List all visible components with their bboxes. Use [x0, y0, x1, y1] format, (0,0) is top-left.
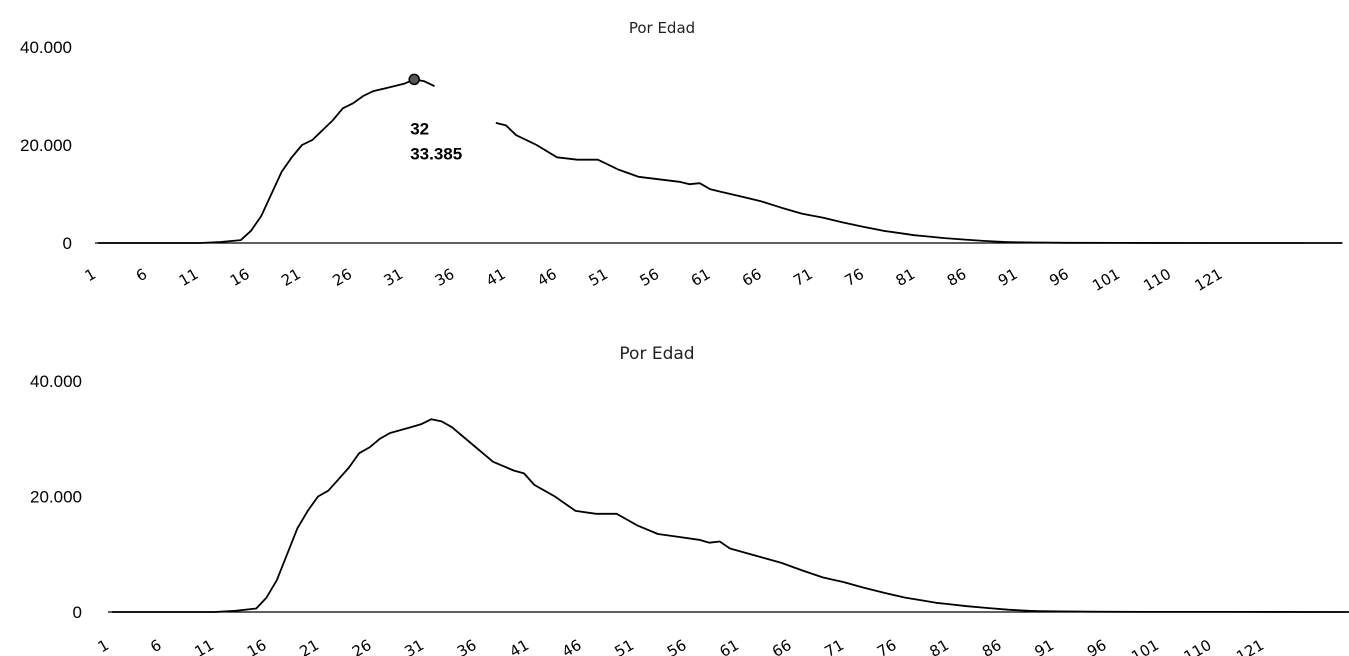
x-tick-label: 26 [349, 636, 375, 656]
x-tick-label: 66 [739, 265, 765, 290]
x-tick-label: 121 [1233, 636, 1267, 656]
series-line [495, 122, 1343, 244]
x-tick-label: 31 [381, 265, 407, 290]
x-tick-label: 81 [926, 636, 952, 656]
x-tick-label: 56 [637, 265, 663, 290]
x-tick-label: 86 [944, 265, 970, 290]
x-tick-label: 76 [841, 265, 867, 290]
x-tick-label: 21 [278, 265, 304, 290]
x-tick-label: 6 [147, 636, 164, 656]
x-tick-label: 21 [296, 636, 322, 656]
x-tick-label: 96 [1084, 636, 1110, 656]
x-tick-label: 16 [244, 636, 270, 656]
x-tick-label: 91 [995, 265, 1021, 290]
tooltip-x-value: 32 [410, 119, 429, 138]
x-tick-label: 66 [769, 636, 795, 656]
y-tick-label: 40.000 [30, 372, 82, 391]
hover-point-marker[interactable] [408, 73, 420, 86]
x-tick-label: 110 [1181, 636, 1215, 656]
x-tick-label: 91 [1031, 636, 1057, 656]
x-tick-label: 1 [95, 636, 112, 656]
x-tick-label: 76 [874, 636, 900, 656]
y-tick-label: 20.000 [30, 488, 82, 507]
chart-title: Por Edad [619, 344, 694, 364]
x-tick-label: 121 [1192, 265, 1226, 295]
x-tick-label: 1 [82, 265, 99, 285]
x-tick-label: 11 [191, 636, 217, 656]
x-tick-label: 96 [1046, 265, 1072, 290]
x-tick-label: 36 [454, 636, 480, 656]
x-tick-label: 11 [176, 265, 202, 290]
x-tick-label: 26 [329, 265, 355, 290]
x-tick-label: 71 [821, 636, 847, 656]
tooltip-y-value: 33.385 [410, 144, 462, 163]
x-tick-label: 101 [1128, 636, 1162, 656]
series-line [98, 78, 435, 244]
x-tick-label: 41 [506, 636, 532, 656]
y-tick-label: 0 [73, 603, 82, 622]
x-tick-label: 31 [401, 636, 427, 656]
y-tick-label: 0 [63, 234, 72, 253]
x-tick-label: 46 [559, 636, 585, 656]
x-tick-label: 86 [979, 636, 1005, 656]
chart-title: Por Edad [629, 19, 695, 37]
x-tick-label: 61 [688, 265, 714, 290]
x-tick-label: 71 [790, 265, 816, 290]
x-tick-label: 46 [534, 265, 560, 290]
x-tick-label: 101 [1089, 265, 1123, 295]
y-tick-label: 40.000 [20, 38, 72, 57]
x-tick-label: 81 [893, 265, 919, 290]
x-tick-label: 16 [227, 265, 253, 290]
x-tick-label: 41 [483, 265, 509, 290]
series-line [112, 418, 1349, 613]
x-tick-label: 6 [133, 265, 150, 285]
x-tick-label: 51 [585, 265, 611, 290]
x-tick-label: 51 [611, 636, 637, 656]
x-tick-label: 56 [664, 636, 690, 656]
x-tick-label: 36 [432, 265, 458, 290]
y-tick-label: 20.000 [20, 136, 72, 155]
x-tick-label: 61 [716, 636, 742, 656]
x-tick-label: 110 [1140, 265, 1174, 295]
